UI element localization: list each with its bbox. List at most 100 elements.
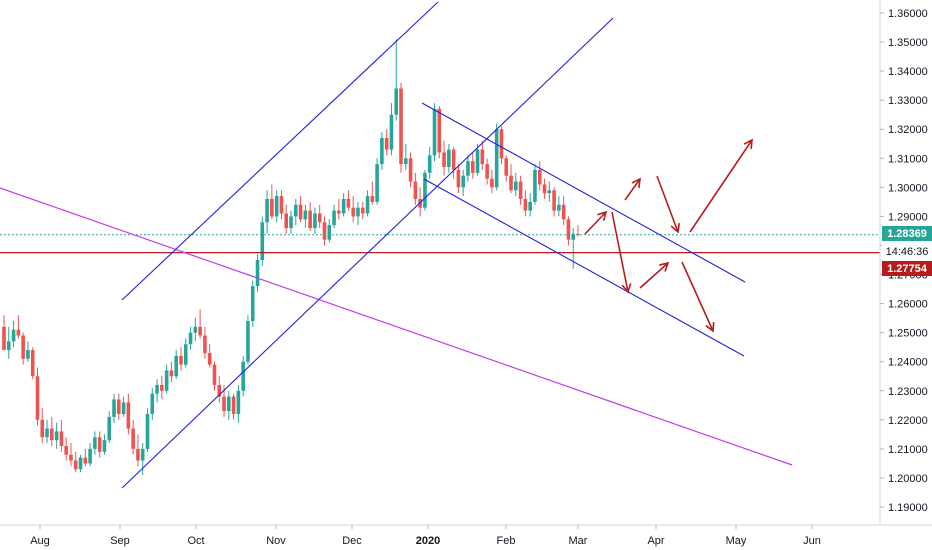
price-tick-label: 1.29000: [888, 211, 928, 223]
candle-up: [466, 161, 470, 176]
last-price-label: 1.28369: [887, 228, 927, 240]
price-tick-label: 1.34000: [888, 66, 928, 78]
forecast-arrows: [584, 138, 753, 333]
descending-channel-lower: [423, 178, 745, 357]
candle-up: [547, 190, 552, 194]
candle-down: [69, 454, 73, 461]
candle-up: [140, 448, 145, 461]
candle-up: [341, 198, 346, 214]
candle-up: [26, 350, 30, 359]
candle-up: [447, 149, 451, 168]
candle-up: [274, 196, 279, 217]
descending-channel-upper: [421, 102, 746, 283]
price-tick-label: 1.32000: [888, 124, 928, 136]
price-tick-label: 1.25000: [888, 328, 928, 340]
price-tick-label: 1.26000: [888, 299, 928, 311]
last-price-tag: 1.28369: [882, 226, 932, 241]
candle-up: [293, 204, 298, 217]
time-tick-label: May: [726, 535, 747, 547]
candle-down: [470, 161, 475, 173]
candle-down: [552, 190, 556, 211]
candle-down: [351, 207, 355, 217]
forecast-arrow-head: [705, 321, 715, 333]
candle-up: [394, 88, 399, 115]
candle-up: [88, 448, 92, 464]
level-price-tag: 1.27754: [882, 261, 932, 276]
candle-down: [298, 204, 303, 220]
candles: [2, 39, 580, 476]
price-tick-label: 1.24000: [888, 357, 928, 369]
candle-up: [150, 393, 155, 415]
candle-down: [97, 437, 102, 452]
candle-up: [155, 384, 159, 394]
candle-down: [442, 152, 446, 168]
candle-down: [523, 198, 528, 211]
candle-down: [59, 431, 64, 446]
forecast-arrow-shaft: [639, 262, 669, 289]
candle-up: [475, 149, 480, 173]
candle-up: [93, 437, 97, 449]
candle-up: [145, 414, 150, 449]
candle-down: [231, 396, 236, 415]
candle-up: [423, 172, 427, 208]
candle-down: [207, 352, 212, 365]
countdown-label: 14:46:36: [886, 246, 929, 258]
time-tick-label: Nov: [266, 535, 286, 547]
candle-up: [289, 216, 293, 229]
candle-up: [427, 155, 432, 173]
candle-up: [303, 210, 308, 220]
candle-up: [241, 361, 245, 391]
candle-down: [131, 428, 135, 449]
candle-down: [504, 158, 509, 176]
candle-up: [112, 399, 116, 417]
candle-up: [236, 390, 241, 415]
time-tick-label: Dec: [342, 535, 362, 547]
candle-down: [50, 428, 54, 441]
candle-down: [566, 219, 571, 240]
candle-up: [246, 321, 250, 362]
candle-down: [537, 169, 542, 185]
candle-up: [250, 286, 255, 322]
ascending-channel-lower: [121, 17, 614, 489]
candle-down: [490, 178, 494, 188]
forecast-arrow-head: [631, 177, 641, 189]
candle-up: [102, 440, 107, 452]
candle-down: [270, 198, 274, 217]
candle-down: [509, 175, 513, 191]
candle-up: [528, 201, 532, 211]
candle-up: [6, 341, 11, 351]
candle-up: [327, 225, 332, 240]
candle-down: [40, 419, 45, 438]
candle-up: [265, 198, 269, 223]
level-price-label: 1.27754: [887, 263, 928, 275]
price-tick-label: 1.35000: [888, 37, 928, 49]
candle-up: [432, 108, 437, 156]
candle-down: [30, 350, 35, 377]
candle-down: [346, 198, 351, 208]
forecast-arrow-shaft: [584, 211, 607, 235]
candle-up: [514, 181, 518, 191]
candle-down: [117, 399, 121, 415]
price-tick-label: 1.22000: [888, 415, 928, 427]
candle-up: [107, 416, 112, 441]
candle-down: [456, 169, 461, 188]
price-tick-label: 1.30000: [888, 182, 928, 194]
candle-up: [533, 169, 537, 202]
candle-up: [389, 114, 394, 150]
price-tick-label: 1.23000: [888, 386, 928, 398]
candle-down: [2, 326, 6, 351]
time-tick-label: Aug: [30, 535, 50, 547]
ascending-channel-upper: [121, 1, 439, 301]
candle-down: [451, 149, 456, 170]
candle-down: [518, 181, 523, 199]
forecast-arrow-head: [659, 261, 670, 272]
candle-down: [169, 370, 174, 377]
forecast-arrow-shaft: [611, 211, 629, 293]
candle-down: [322, 222, 327, 240]
candle-up: [45, 428, 49, 438]
candle-up: [356, 207, 360, 217]
candle-down: [480, 149, 485, 165]
candle-down: [284, 213, 289, 229]
candle-up: [255, 260, 260, 287]
